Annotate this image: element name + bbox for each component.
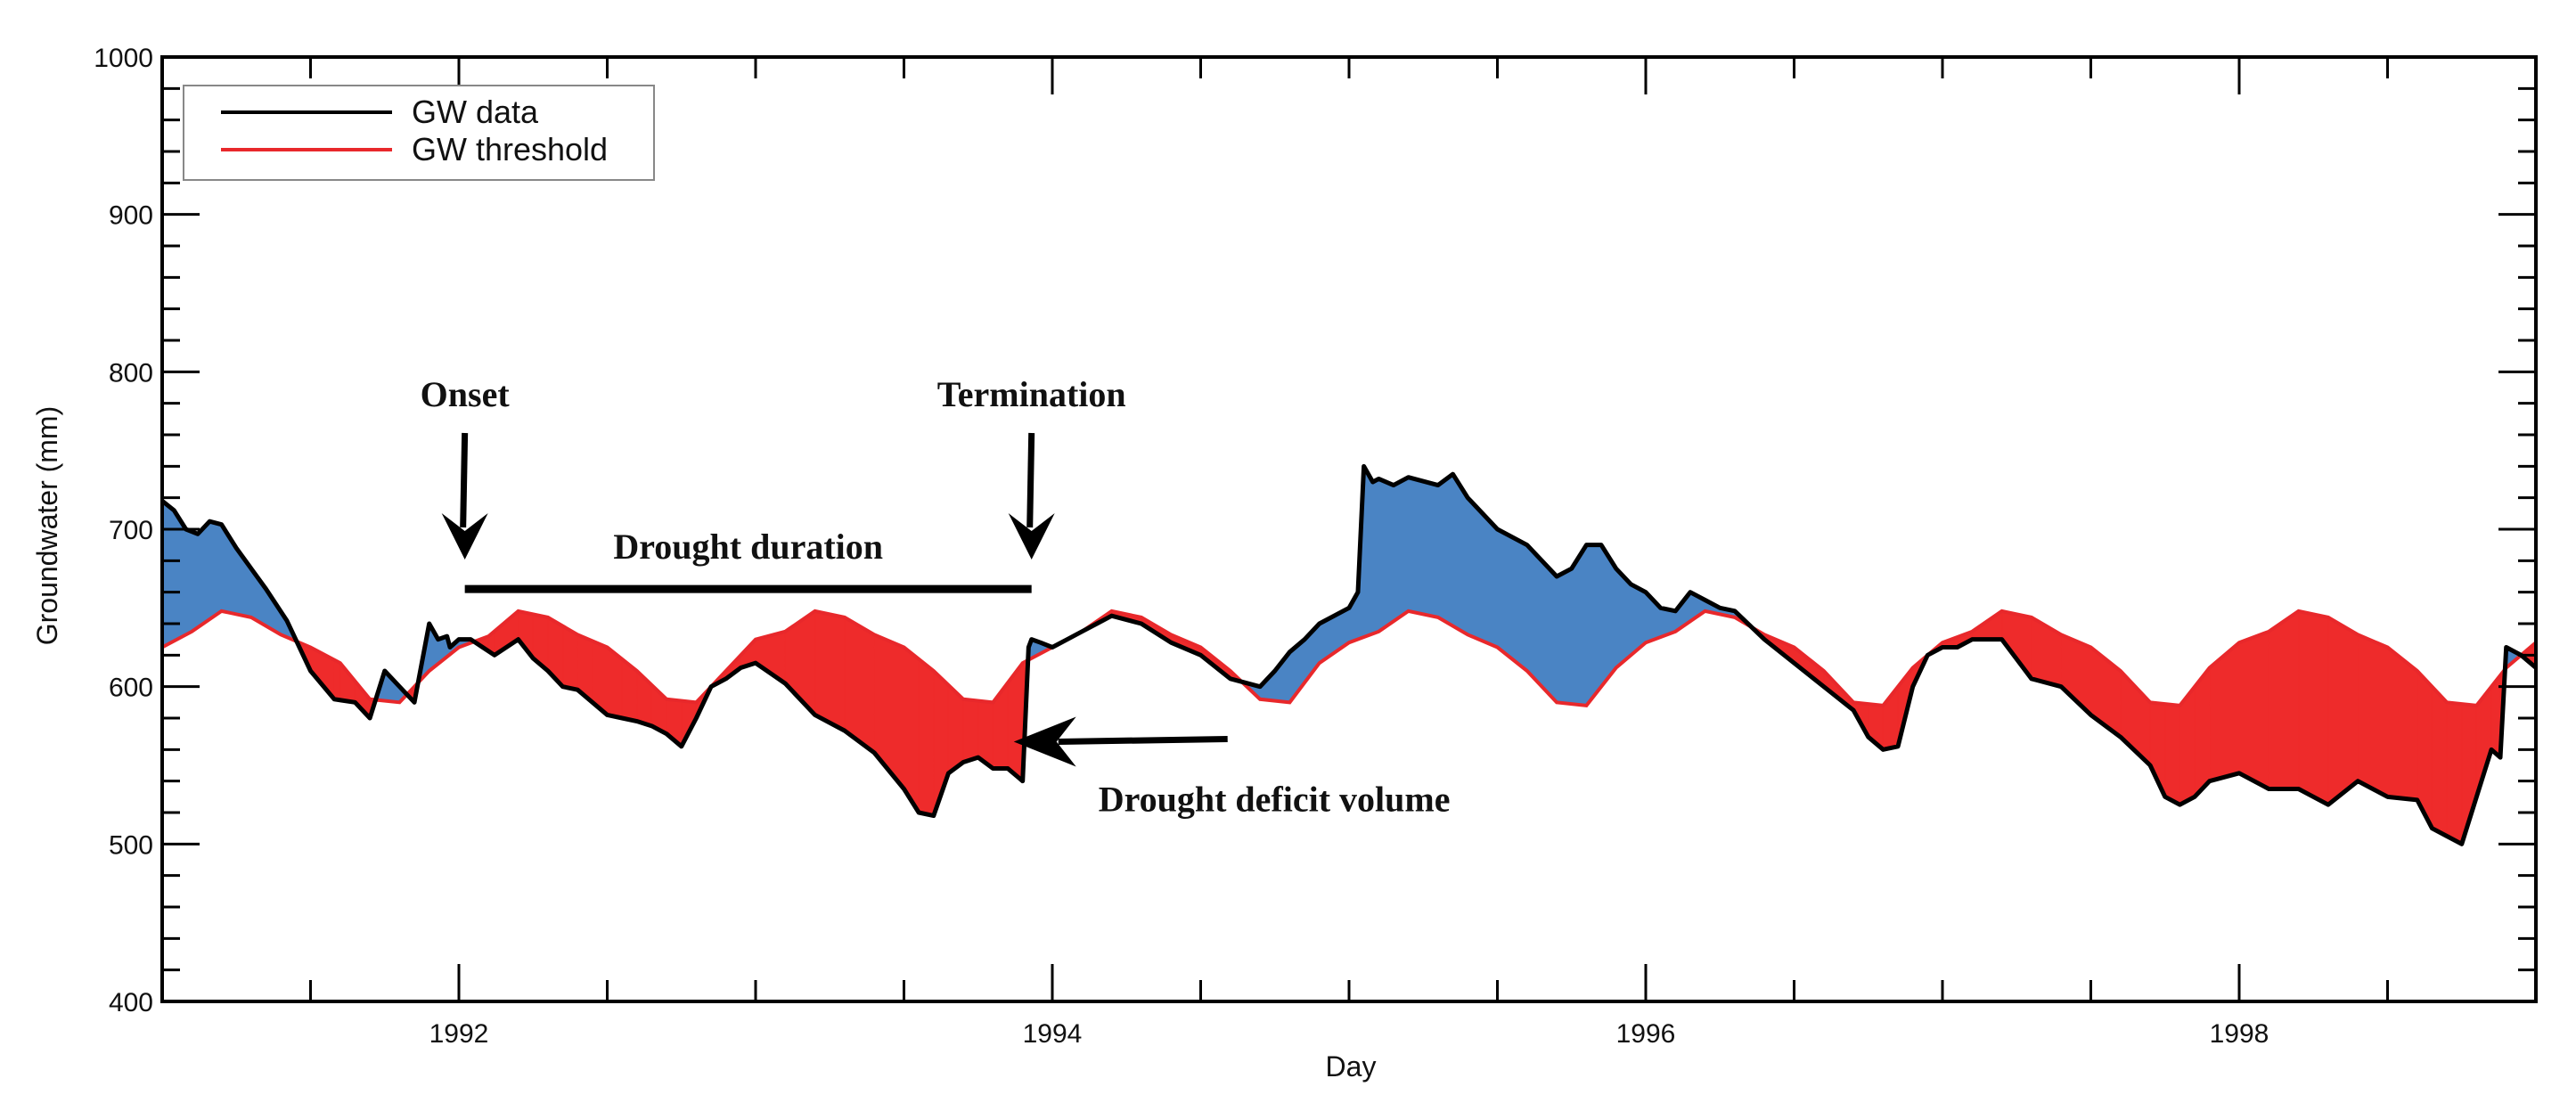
data-series-line xyxy=(160,463,2538,846)
x-tick-label: 1998 xyxy=(2210,1019,2269,1049)
x-tick-label: 1992 xyxy=(429,1019,489,1049)
ticks-layer xyxy=(160,55,2538,1003)
legend-label-gw-data: GW data xyxy=(412,94,539,130)
threshold-series-line xyxy=(161,609,2538,707)
lines-layer xyxy=(160,463,2538,846)
x-tick-labels: 1992 1994 1996 1998 xyxy=(429,1019,2269,1049)
deficit-label: Drought deficit volume xyxy=(1099,780,1451,820)
termination-label: Termination xyxy=(937,374,1126,414)
legend: GW data GW threshold xyxy=(183,85,655,181)
y-tick-label: 400 xyxy=(109,988,153,1017)
termination-arrow-head xyxy=(1008,513,1055,560)
y-tick-label: 1000 xyxy=(94,44,153,73)
duration-label: Drought duration xyxy=(613,527,883,567)
deficit-arrow-shaft xyxy=(1058,736,1228,745)
annotations: Onset Termination Drought duration Droug… xyxy=(421,374,1451,820)
y-tick-label: 900 xyxy=(109,201,153,231)
x-tick-label: 1996 xyxy=(1616,1019,1676,1049)
termination-arrow-shaft xyxy=(1026,432,1035,528)
onset-arrow-head xyxy=(441,513,488,560)
y-tick-label: 700 xyxy=(109,516,153,545)
deficit-arrow-head xyxy=(1013,716,1076,767)
plot-frame xyxy=(160,55,2538,1003)
y-tick-label: 800 xyxy=(109,358,153,388)
y-axis-title: Groundwater (mm) xyxy=(31,406,63,646)
legend-box xyxy=(183,85,655,181)
onset-label: Onset xyxy=(421,374,511,414)
onset-arrow-shaft xyxy=(460,432,469,528)
legend-label-gw-threshold: GW threshold xyxy=(412,131,608,167)
y-tick-label: 600 xyxy=(109,674,153,703)
x-axis-title: Day xyxy=(1326,1050,1377,1083)
y-tick-labels: 400 500 600 700 800 900 1000 xyxy=(94,44,153,1017)
x-tick-label: 1994 xyxy=(1023,1019,1083,1049)
y-tick-label: 500 xyxy=(109,830,153,860)
